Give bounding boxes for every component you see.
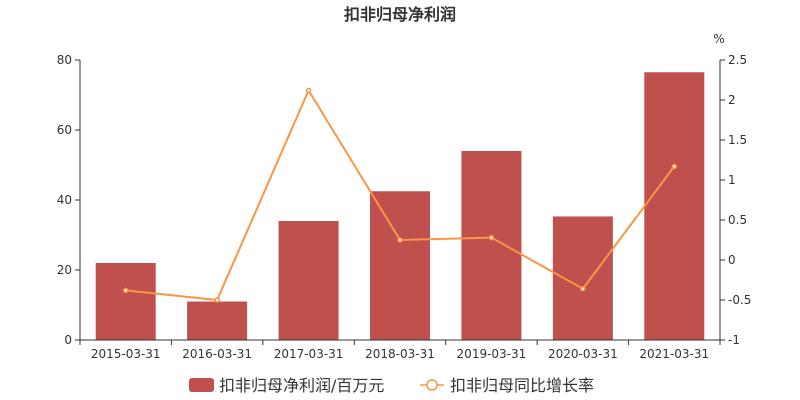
x-tick-label: 2021-03-31 xyxy=(639,347,709,361)
x-tick-label: 2020-03-31 xyxy=(548,347,618,361)
line-point xyxy=(122,287,129,294)
right-tick-label: 0 xyxy=(728,253,736,267)
chart-title: 扣非归母净利润 xyxy=(344,5,456,24)
bar xyxy=(278,221,339,340)
legend-bar-swatch xyxy=(189,378,214,392)
right-tick-label: 2.5 xyxy=(728,53,747,67)
legend-line-marker xyxy=(426,379,438,391)
line-point xyxy=(488,234,495,241)
bar xyxy=(644,72,705,340)
bar xyxy=(187,301,248,340)
bar xyxy=(461,151,522,340)
line-point xyxy=(671,163,678,170)
bar xyxy=(95,263,156,340)
right-tick-label: -1 xyxy=(728,333,740,347)
left-tick-label: 80 xyxy=(57,53,72,67)
bar xyxy=(552,216,613,340)
x-tick-label: 2017-03-31 xyxy=(274,347,344,361)
right-tick-label: 2 xyxy=(728,93,736,107)
line-point xyxy=(214,297,220,303)
right-tick-label: 1.5 xyxy=(728,133,747,147)
right-tick-label: 1 xyxy=(728,173,736,187)
bar xyxy=(370,191,430,340)
left-tick-label: 0 xyxy=(64,333,72,347)
right-tick-label: -0.5 xyxy=(728,293,751,307)
left-tick-label: 40 xyxy=(57,193,72,207)
bar-series xyxy=(95,72,705,340)
line-series xyxy=(122,87,678,303)
right-axis-unit: % xyxy=(713,32,724,46)
left-tick-label: 20 xyxy=(57,263,72,277)
axes: 0 20 40 60 80 -1 -0.5 0 0.5 1 1.5 2 2.5 2015-03-31 201… xyxy=(57,53,752,361)
line-point xyxy=(305,87,312,94)
legend-bar-label: 扣非归母净利润/百万元 xyxy=(219,376,384,395)
left-tick-label: 60 xyxy=(57,123,72,137)
line-point xyxy=(397,237,403,243)
line-point xyxy=(580,286,586,292)
legend-line-label: 扣非归母同比增长率 xyxy=(450,376,594,395)
x-tick-label: 2015-03-31 xyxy=(91,347,161,361)
right-tick-label: 0.5 xyxy=(728,213,747,227)
x-tick-label: 2018-03-31 xyxy=(365,347,435,361)
legend: 扣非归母净利润/百万元 扣非归母同比增长率 xyxy=(189,376,594,395)
x-tick-label: 2016-03-31 xyxy=(182,347,252,361)
x-tick-label: 2019-03-31 xyxy=(457,347,527,361)
